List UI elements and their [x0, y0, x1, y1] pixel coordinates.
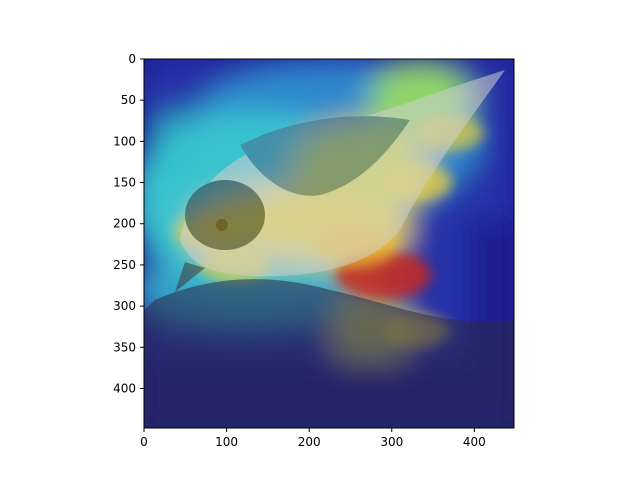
y-tick-label-300: 300: [113, 299, 136, 313]
y-tick-label-200: 200: [113, 217, 136, 231]
plot-area: [144, 59, 514, 428]
x-tick-label-200: 200: [298, 435, 321, 449]
y-tick-label-100: 100: [113, 134, 136, 148]
x-tick-label-300: 300: [380, 435, 403, 449]
y-tick-label-400: 400: [113, 381, 136, 395]
branch-shape: [144, 279, 514, 428]
y-axis: 0 50 100 150 200 250 300 350 400: [113, 52, 144, 395]
y-tick-label-250: 250: [113, 258, 136, 272]
plot-frame: [143, 58, 515, 429]
x-tick-label-100: 100: [215, 435, 238, 449]
y-tick-label-350: 350: [113, 340, 136, 354]
y-tick-label-0: 0: [128, 52, 136, 66]
x-tick-label-0: 0: [140, 435, 148, 449]
bird-wing-shape: [240, 116, 410, 196]
bird-photo: [144, 70, 514, 428]
bird-head-shape: [185, 180, 265, 250]
y-tick-label-150: 150: [113, 176, 136, 190]
y-tick-label-50: 50: [121, 93, 136, 107]
x-tick-label-400: 400: [463, 435, 486, 449]
x-axis: 0 100 200 300 400: [140, 428, 486, 449]
bird-beak-shape: [175, 262, 205, 292]
bird-eye-shape: [216, 219, 228, 231]
